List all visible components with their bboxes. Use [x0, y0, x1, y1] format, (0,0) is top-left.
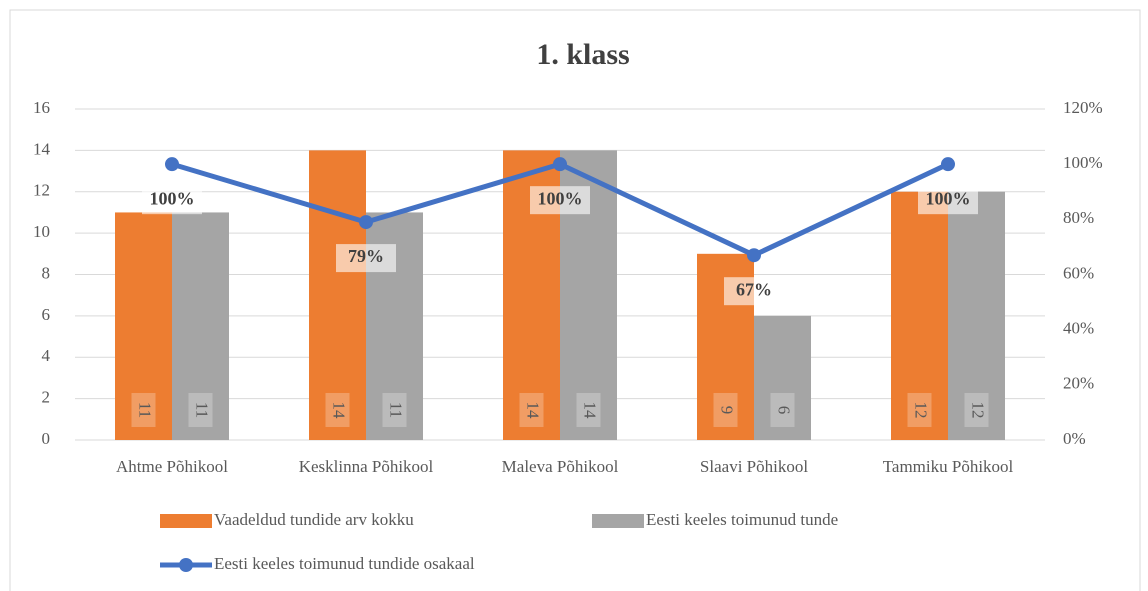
legend-marker	[179, 558, 193, 572]
data-label: 79%	[348, 246, 384, 266]
data-label-bg	[918, 186, 978, 215]
legend-label: Eesti keeles toimunud tunde	[646, 510, 838, 529]
y2-tick-label: 60%	[1063, 263, 1094, 282]
y-tick-label: 2	[42, 388, 51, 407]
y2-tick-label: 100%	[1063, 153, 1103, 172]
line-marker	[359, 215, 373, 230]
data-label-bg	[907, 393, 932, 427]
legend-label: Eesti keeles toimunud tundide osakaal	[214, 554, 475, 573]
data-label: 100%	[150, 188, 195, 208]
data-label-bg	[576, 393, 601, 427]
data-label: 9	[718, 406, 737, 415]
data-label: 100%	[538, 188, 583, 208]
legend-swatch	[592, 514, 644, 528]
line-marker	[553, 157, 567, 172]
x-tick-label: Maleva Põhikool	[502, 457, 619, 476]
y-tick-label: 0	[42, 429, 51, 448]
bar	[115, 212, 172, 440]
data-label-bg	[770, 393, 795, 427]
y-tick-label: 10	[33, 222, 50, 241]
bar	[948, 191, 1005, 440]
y2-tick-label: 40%	[1063, 319, 1094, 338]
data-label-bg	[142, 186, 202, 215]
data-label: 6	[775, 406, 794, 415]
bar	[891, 191, 948, 440]
x-tick-label: Slaavi Põhikool	[700, 457, 808, 476]
data-label-bg	[964, 393, 989, 427]
data-label-bg	[188, 393, 213, 427]
data-label: 12	[912, 402, 931, 419]
data-label-bg	[336, 244, 396, 273]
chart-title: 1. klass	[536, 38, 629, 71]
data-label-bg	[530, 186, 590, 215]
y2-tick-label: 120%	[1063, 98, 1103, 117]
data-label-bg	[713, 393, 738, 427]
y-tick-label: 8	[42, 263, 51, 282]
data-label: 11	[136, 402, 155, 418]
y2-tick-label: 80%	[1063, 208, 1094, 227]
y2-tick-label: 20%	[1063, 374, 1094, 393]
data-label: 11	[193, 402, 212, 418]
data-label-bg	[325, 393, 350, 427]
x-tick-label: Ahtme Põhikool	[116, 457, 228, 476]
legend-swatch	[160, 514, 212, 528]
bar	[172, 212, 229, 440]
data-label: 14	[330, 402, 349, 420]
data-label-bg	[519, 393, 544, 427]
y-tick-label: 6	[42, 305, 51, 324]
data-label: 100%	[926, 188, 971, 208]
data-label-bg	[131, 393, 156, 427]
y-tick-label: 4	[42, 346, 51, 365]
x-tick-label: Kesklinna Põhikool	[299, 457, 434, 476]
y-tick-label: 16	[33, 98, 50, 117]
y2-tick-label: 0%	[1063, 429, 1086, 448]
data-label: 12	[969, 402, 988, 419]
y-tick-label: 14	[33, 139, 51, 158]
data-label-bg	[382, 393, 407, 427]
data-label-bg	[724, 277, 784, 306]
data-label: 14	[581, 402, 600, 420]
data-label: 67%	[736, 279, 772, 299]
data-label: 11	[387, 402, 406, 418]
line-marker	[747, 248, 761, 263]
line-marker	[165, 157, 179, 172]
bar	[754, 315, 811, 440]
y-tick-label: 12	[33, 181, 50, 200]
bar	[309, 150, 366, 440]
legend-label: Vaadeldud tundide arv kokku	[214, 510, 414, 529]
data-label: 14	[524, 402, 543, 420]
line-marker	[941, 157, 955, 172]
x-tick-label: Tammiku Põhikool	[883, 457, 1014, 476]
